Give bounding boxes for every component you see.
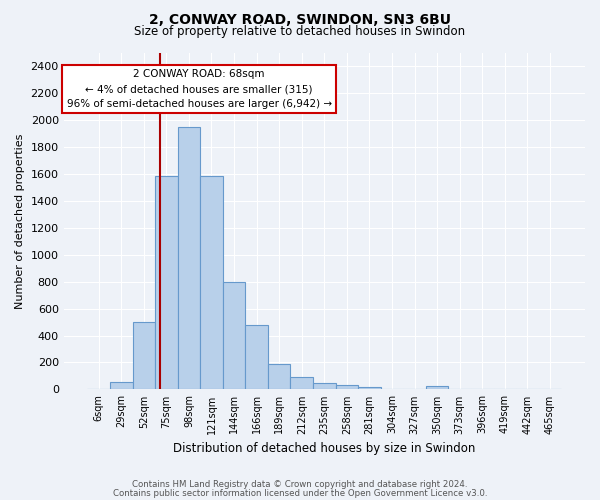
Y-axis label: Number of detached properties: Number of detached properties bbox=[15, 134, 25, 308]
Bar bbox=[223, 282, 245, 390]
Bar bbox=[155, 176, 178, 390]
Bar bbox=[335, 386, 358, 390]
Bar bbox=[245, 324, 268, 390]
Bar bbox=[313, 384, 335, 390]
Bar bbox=[268, 364, 290, 390]
Text: Contains HM Land Registry data © Crown copyright and database right 2024.: Contains HM Land Registry data © Crown c… bbox=[132, 480, 468, 489]
Text: Contains public sector information licensed under the Open Government Licence v3: Contains public sector information licen… bbox=[113, 488, 487, 498]
Bar bbox=[426, 386, 448, 390]
Bar bbox=[358, 386, 381, 390]
Text: Size of property relative to detached houses in Swindon: Size of property relative to detached ho… bbox=[134, 25, 466, 38]
Bar bbox=[178, 126, 200, 390]
Bar bbox=[110, 382, 133, 390]
X-axis label: Distribution of detached houses by size in Swindon: Distribution of detached houses by size … bbox=[173, 442, 476, 455]
Text: 2, CONWAY ROAD, SWINDON, SN3 6BU: 2, CONWAY ROAD, SWINDON, SN3 6BU bbox=[149, 12, 451, 26]
Bar bbox=[290, 378, 313, 390]
Text: 2 CONWAY ROAD: 68sqm
← 4% of detached houses are smaller (315)
96% of semi-detac: 2 CONWAY ROAD: 68sqm ← 4% of detached ho… bbox=[67, 70, 332, 109]
Bar bbox=[200, 176, 223, 390]
Bar bbox=[133, 322, 155, 390]
